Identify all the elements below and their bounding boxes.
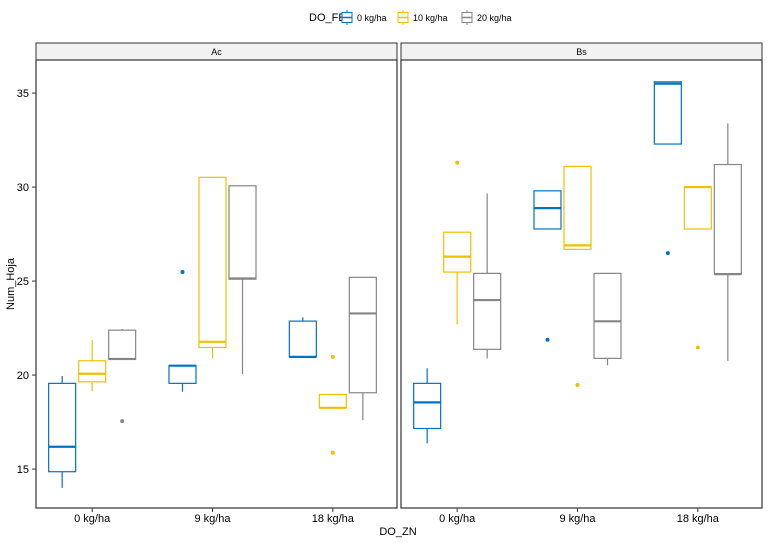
box-iqr bbox=[473, 272, 502, 350]
box-Bs-18kgha-0 bbox=[653, 81, 682, 256]
facet-label: Ac bbox=[211, 47, 222, 57]
outlier-point bbox=[575, 383, 580, 388]
outlier-point bbox=[330, 450, 335, 455]
legend-label: 20 kg/ha bbox=[477, 13, 512, 23]
box-Ac-0kgha-2 bbox=[108, 329, 137, 424]
box-iqr bbox=[228, 185, 257, 280]
box-Bs-18kgha-1 bbox=[683, 185, 712, 350]
outlier-point bbox=[455, 160, 460, 165]
box-Ac-9kgha-0 bbox=[168, 270, 197, 392]
box-Ac-18kgha-1 bbox=[318, 354, 347, 455]
x-tick-label: 0 kg/ha bbox=[439, 513, 476, 525]
box-Bs-9kgha-1 bbox=[563, 165, 592, 388]
outlier-point bbox=[545, 337, 550, 342]
box-iqr bbox=[318, 393, 347, 409]
box-iqr bbox=[198, 176, 227, 349]
box-Bs-18kgha-2 bbox=[713, 123, 742, 361]
outlier-point bbox=[120, 419, 125, 424]
box-iqr bbox=[593, 272, 622, 359]
facet-label: Bs bbox=[576, 47, 587, 57]
box-iqr bbox=[78, 360, 107, 383]
x-tick-label: 18 kg/ha bbox=[312, 513, 355, 525]
panel-border bbox=[400, 59, 763, 509]
box-Bs-0kgha-0 bbox=[413, 368, 442, 444]
x-tick-label: 9 kg/ha bbox=[194, 513, 231, 525]
box-iqr bbox=[348, 276, 377, 394]
box-iqr bbox=[713, 163, 742, 275]
box-Bs-0kgha-1 bbox=[443, 160, 472, 325]
y-tick-label: 15 bbox=[17, 464, 29, 476]
box-Ac-18kgha-2 bbox=[348, 276, 377, 421]
box-Ac-9kgha-2 bbox=[228, 185, 257, 375]
y-tick-label: 30 bbox=[17, 182, 29, 194]
box-iqr bbox=[168, 365, 197, 384]
box-Bs-0kgha-2 bbox=[473, 193, 502, 359]
y-tick-label: 35 bbox=[17, 88, 29, 100]
box-Ac-0kgha-1 bbox=[78, 340, 107, 392]
x-tick-label: 9 kg/ha bbox=[559, 513, 596, 525]
box-Ac-9kgha-1 bbox=[198, 176, 227, 359]
box-Ac-18kgha-0 bbox=[288, 317, 317, 358]
box-Bs-9kgha-0 bbox=[533, 190, 562, 342]
outlier-point bbox=[180, 270, 185, 275]
box-iqr bbox=[48, 382, 77, 473]
facet-panel-ac: Ac 0 kg/ha 9 kg/ha 18 kg/ha bbox=[35, 42, 398, 525]
y-tick-label: 25 bbox=[17, 276, 29, 288]
box-iqr bbox=[108, 329, 137, 361]
legend-label: 0 kg/ha bbox=[357, 13, 387, 23]
outlier-point bbox=[695, 345, 700, 350]
box-iqr bbox=[288, 320, 317, 358]
box-iqr bbox=[533, 190, 562, 230]
legend-title: DO_FE bbox=[309, 12, 346, 24]
box-iqr bbox=[683, 186, 712, 230]
outlier-point bbox=[330, 354, 335, 359]
box-iqr bbox=[563, 165, 592, 250]
x-tick-label: 18 kg/ha bbox=[677, 513, 720, 525]
x-axis-label: DO_ZN bbox=[379, 526, 416, 538]
facet-panel-bs: Bs 0 kg/ha 9 kg/ha 18 kg/ha bbox=[400, 42, 763, 525]
box-iqr bbox=[413, 382, 442, 430]
box-Bs-9kgha-2 bbox=[593, 272, 622, 366]
x-tick-label: 0 kg/ha bbox=[74, 513, 111, 525]
outlier-point bbox=[665, 251, 670, 256]
box-iqr bbox=[653, 81, 682, 145]
legend: DO_FE 0 kg/ha 10 kg/ha 20 kg/ha bbox=[309, 10, 512, 25]
y-axis-label: Num_Hoja bbox=[5, 257, 17, 310]
legend-label: 10 kg/ha bbox=[413, 13, 448, 23]
y-tick-label: 20 bbox=[17, 370, 29, 382]
box-iqr bbox=[443, 231, 472, 273]
box-Ac-0kgha-0 bbox=[48, 376, 77, 488]
